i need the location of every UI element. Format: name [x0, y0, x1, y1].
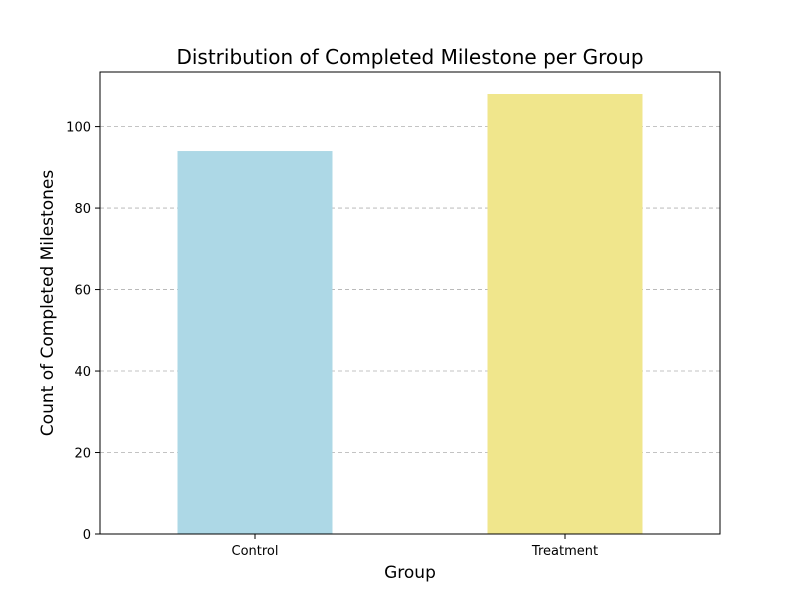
gridlines: [100, 126, 720, 453]
plot-frame: [99, 71, 721, 535]
y-tick-label: 100: [66, 121, 91, 136]
y-tick-label: 60: [74, 284, 91, 299]
y-tick-label: 40: [74, 365, 91, 380]
y-tick-label: 0: [83, 528, 91, 543]
y-axis-ticks: 0 20 40 60 80 100: [66, 121, 100, 543]
x-tick-label: Control: [232, 544, 279, 559]
y-tick-label: 20: [74, 447, 91, 462]
x-tick-label: Treatment: [531, 544, 598, 559]
x-axis-label: Group: [384, 563, 436, 583]
chart-title: Distribution of Completed Milestone per …: [176, 45, 643, 69]
bars: [177, 94, 643, 534]
bar-control: [177, 151, 333, 534]
bar-treatment: [487, 94, 643, 534]
x-axis-ticks: Control Treatment: [232, 534, 598, 559]
y-axis-label: Count of Completed Milestones: [38, 170, 58, 437]
y-tick-label: 80: [74, 202, 91, 217]
